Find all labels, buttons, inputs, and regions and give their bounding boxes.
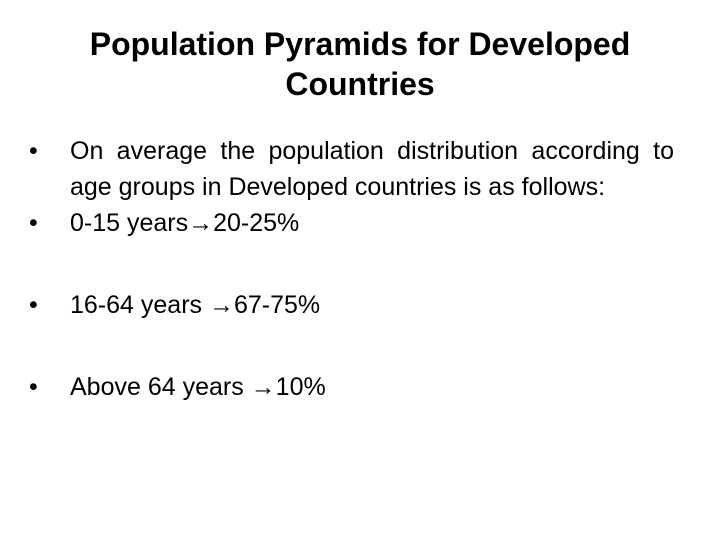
bullet-item-distribution-intro: • On average the population distribution… [26, 133, 674, 205]
bullet-point-icon: • [29, 291, 38, 319]
bullet-point-icon: • [29, 137, 38, 165]
bullet-item-age-above-64: • Above 64 years →10% [26, 369, 674, 405]
bullet-text: 0-15 years→20-25% [70, 209, 300, 237]
bullet-point-icon: • [29, 209, 38, 237]
bullet-point-icon: • [29, 373, 38, 401]
slide-title-line-1: Population Pyramids for Developed [89, 26, 631, 62]
slide-title: Population Pyramids for Developed Countr… [36, 24, 684, 104]
bullet-list: • On average the population distribution… [26, 133, 674, 405]
bullet-item-age-0-15: • 0-15 years→20-25% [26, 205, 674, 241]
slide-title-line-2: Countries [285, 66, 435, 102]
bullet-item-age-16-64: • 16-64 years →67-75% [26, 287, 674, 323]
bullet-text: Above 64 years →10% [70, 373, 326, 401]
bullet-text: 16-64 years →67-75% [70, 291, 321, 319]
bullet-text: On average the population distribution a… [70, 137, 674, 201]
